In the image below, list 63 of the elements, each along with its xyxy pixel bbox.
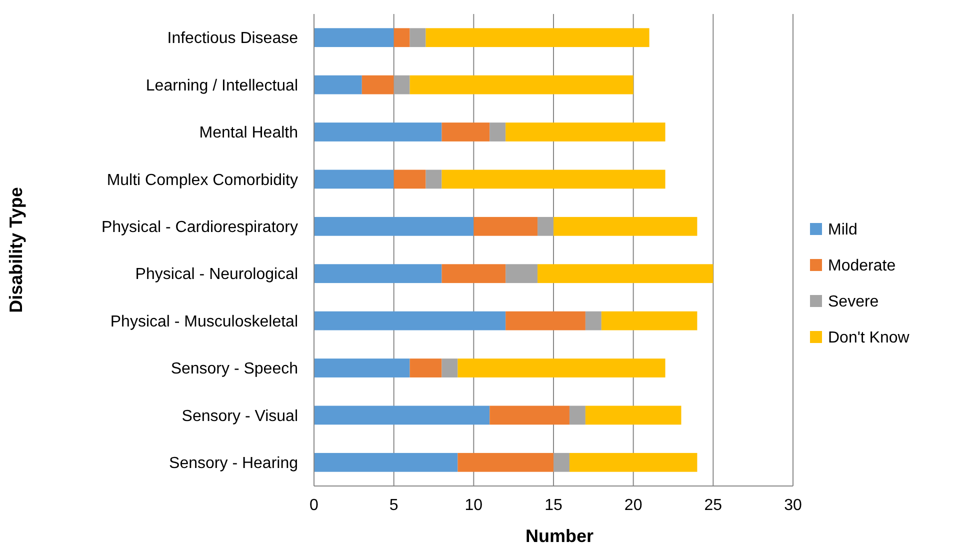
- bar: [314, 216, 474, 236]
- y-tick-label: Physical - Musculoskeletal: [110, 313, 298, 330]
- x-tick-label: 30: [784, 497, 802, 514]
- bar: [442, 170, 666, 189]
- bar: [314, 75, 362, 94]
- bar: [490, 122, 506, 142]
- bar: [506, 264, 538, 284]
- bar: [314, 406, 490, 425]
- bar: [314, 264, 442, 284]
- legend-label: Don't Know: [828, 330, 910, 347]
- y-tick-label: Sensory - Visual: [182, 408, 298, 425]
- y-tick-label: Multi Complex Comorbidity: [106, 172, 298, 189]
- bar: [442, 122, 490, 142]
- bar: [314, 358, 410, 378]
- y-tick-label: Sensory - Speech: [170, 360, 298, 378]
- y-axis-title: Disability Type: [6, 187, 26, 313]
- bar: [506, 122, 666, 142]
- bar: [569, 406, 586, 425]
- legend-label: Mild: [828, 222, 858, 239]
- bar: [410, 75, 634, 94]
- bar: [538, 264, 714, 284]
- bar: [314, 452, 458, 472]
- bar: [314, 311, 506, 330]
- bar: [394, 75, 410, 94]
- bar: [538, 216, 554, 236]
- bar: [458, 358, 666, 378]
- bar: [585, 406, 682, 425]
- y-tick-label: Learning / Intellectual: [146, 77, 298, 94]
- bar: [554, 216, 698, 236]
- x-tick-label: 0: [310, 497, 319, 514]
- bar: [314, 122, 442, 142]
- y-tick-label: Mental Health: [199, 124, 298, 142]
- y-tick-label: Infectious Disease: [167, 30, 298, 48]
- bar: [442, 264, 506, 284]
- bar: [410, 28, 426, 48]
- legend-label: Moderate: [828, 258, 896, 275]
- bar: [554, 452, 570, 472]
- bar: [474, 216, 538, 236]
- bar: [458, 452, 554, 472]
- bar: [314, 28, 394, 48]
- bar: [601, 311, 698, 330]
- x-tick-label: 10: [464, 497, 483, 514]
- bar: [585, 311, 602, 330]
- x-tick-label: 25: [704, 497, 722, 514]
- bar: [394, 170, 426, 189]
- bar: [426, 170, 442, 189]
- legend-label: Severe: [828, 294, 879, 311]
- y-tick-label: Physical - Cardiorespiratory: [101, 219, 298, 236]
- x-tick-label: 15: [544, 497, 562, 514]
- bar: [490, 406, 570, 425]
- bar: [506, 311, 586, 330]
- x-tick-label: 20: [624, 497, 642, 514]
- y-tick-label: Physical - Neurological: [135, 266, 298, 284]
- bar: [410, 358, 442, 378]
- bar: [362, 75, 394, 94]
- bar: [442, 358, 458, 378]
- x-axis-title: Number: [525, 526, 594, 546]
- y-tick-label: Sensory - Hearing: [169, 455, 298, 472]
- bar: [569, 452, 698, 472]
- bar: [426, 28, 650, 48]
- bar: [314, 170, 394, 189]
- bar: [394, 28, 410, 48]
- x-tick-label: 5: [389, 497, 398, 514]
